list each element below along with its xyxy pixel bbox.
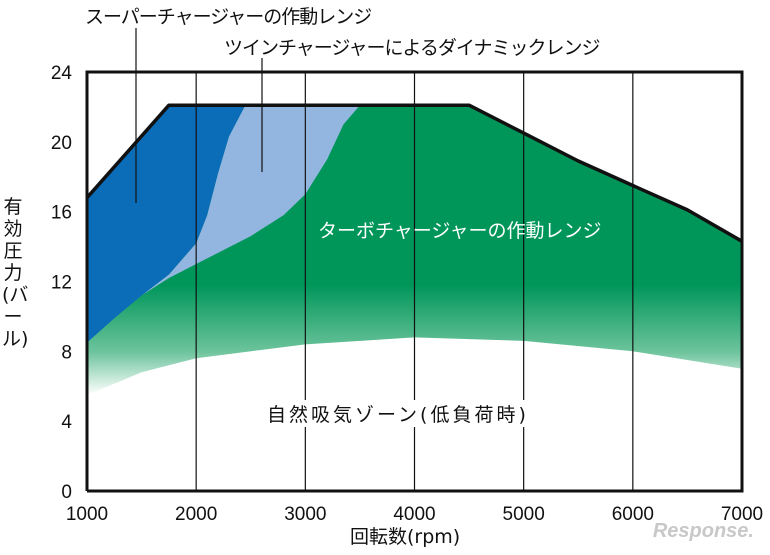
twincharger-annotation: ツインチャージャーによるダイナミックレンジ: [224, 37, 601, 59]
supercharger-region: [87, 105, 246, 343]
x-tick-label: 2000: [175, 504, 217, 525]
turbo-label: ターボチャージャーの作動レンジ: [318, 220, 602, 242]
watermark-logo: Response.: [652, 520, 754, 542]
x-tick-label: 3000: [284, 504, 326, 525]
envelope-line: [85, 103, 743, 243]
plot-frame: [85, 70, 744, 493]
supercharger-annotation: スーパーチャージャーの作動レンジ: [85, 6, 372, 28]
natural-aspiration-label: 自然吸気ゾーン(低負荷時): [265, 400, 531, 427]
y-tick-label: 0: [61, 482, 72, 503]
x-tick-label: 1000: [66, 504, 108, 525]
x-tick-label: 6000: [612, 504, 654, 525]
y-tick-label: 4: [61, 412, 72, 433]
y-tick-label: 12: [51, 273, 72, 294]
x-tick-label: 4000: [393, 504, 435, 525]
x-tick-label: 7000: [721, 504, 763, 525]
y-axis-label: 有効圧力(バール): [2, 196, 29, 350]
y-tick-label: 20: [51, 133, 72, 154]
x-axis-label: 回転数(rpm): [350, 526, 461, 548]
y-tick-label: 24: [51, 63, 73, 84]
y-tick-label: 16: [51, 203, 72, 224]
x-tick-label: 5000: [503, 504, 545, 525]
y-tick-label: 8: [61, 342, 72, 363]
